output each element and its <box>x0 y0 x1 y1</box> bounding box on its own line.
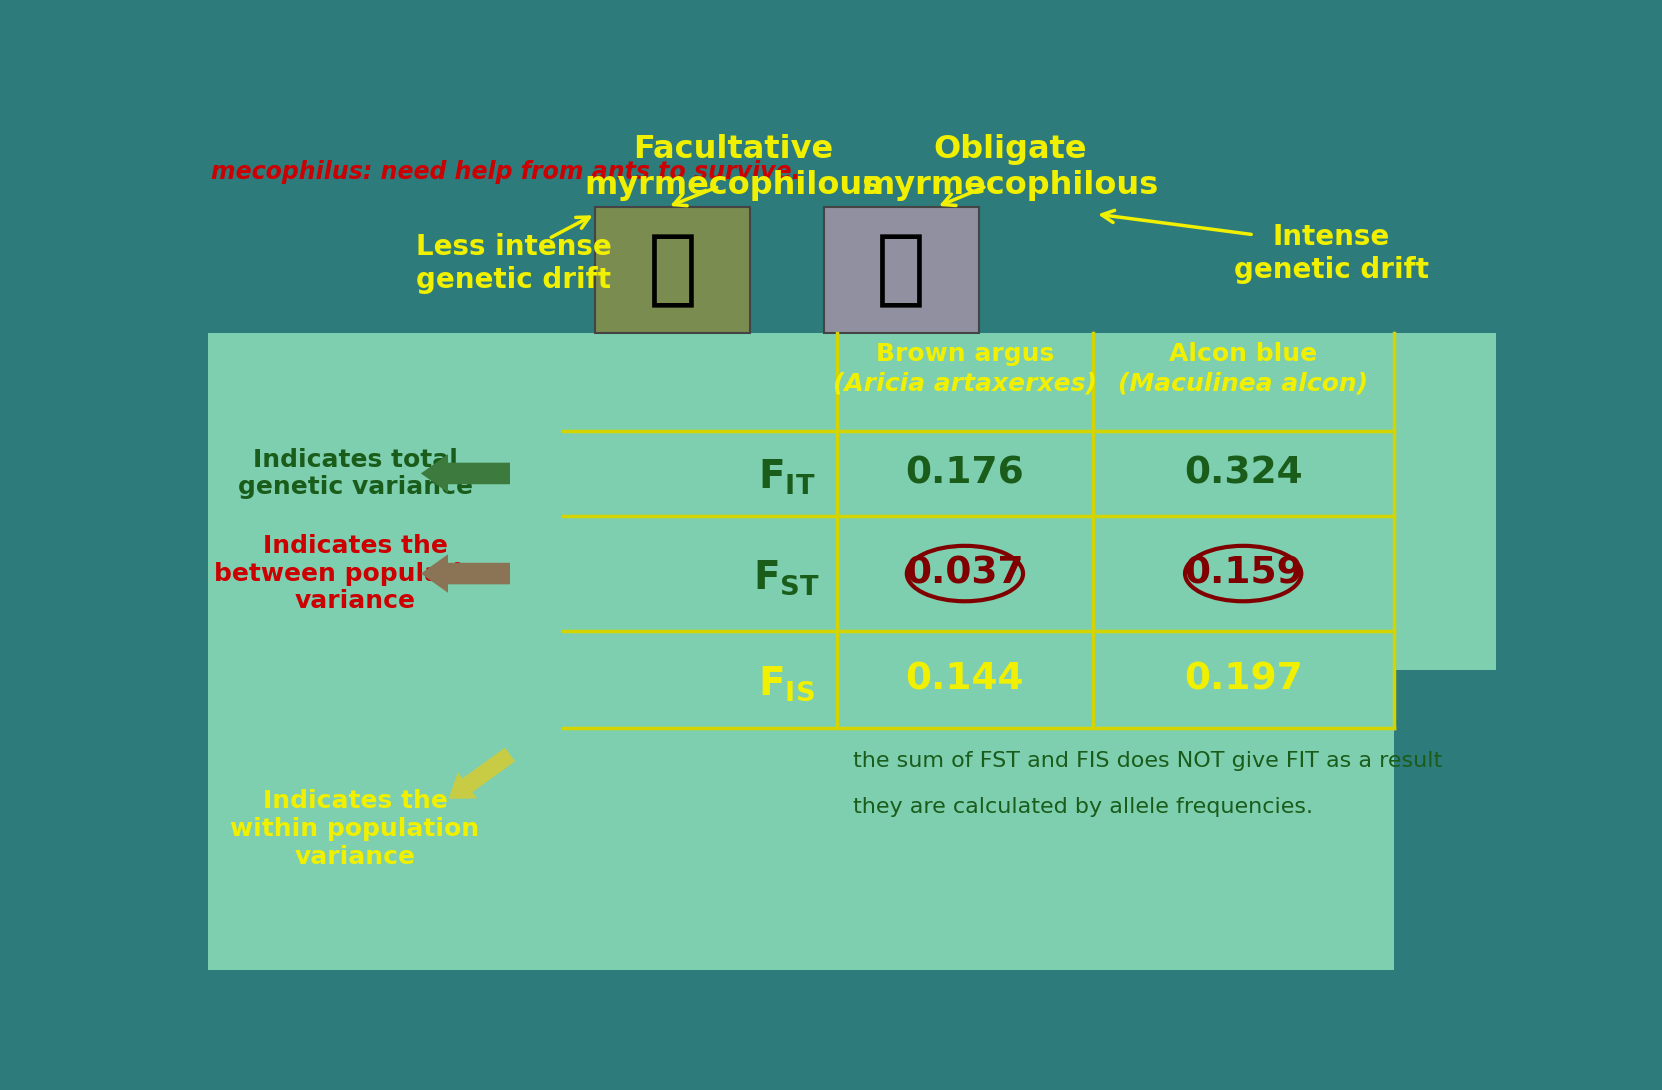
Text: Indicates the
between population
variance: Indicates the between population varianc… <box>213 534 497 614</box>
Text: $\mathbf{F}_{\mathbf{ST}}$: $\mathbf{F}_{\mathbf{ST}}$ <box>753 558 819 596</box>
Text: 0.159: 0.159 <box>1183 556 1303 592</box>
Text: Alcon blue: Alcon blue <box>1168 342 1318 366</box>
Text: $\mathbf{F}_{\mathbf{IT}}$: $\mathbf{F}_{\mathbf{IT}}$ <box>758 458 816 497</box>
Text: Indicates total
genetic variance: Indicates total genetic variance <box>238 448 472 499</box>
Text: Facultative
myrmecophilous: Facultative myrmecophilous <box>585 134 883 201</box>
Text: they are calculated by allele frequencies.: they are calculated by allele frequencie… <box>853 797 1313 816</box>
Bar <box>208 131 1496 332</box>
Text: (Maculinea alcon): (Maculinea alcon) <box>1119 371 1368 395</box>
Text: Brown argus: Brown argus <box>876 342 1054 366</box>
Text: mecophilus: need help from ants to survive.: mecophilus: need help from ants to survi… <box>211 160 801 184</box>
Text: Less intense
genetic drift: Less intense genetic drift <box>416 233 612 293</box>
Text: 0.144: 0.144 <box>906 662 1024 698</box>
Text: 0.037: 0.037 <box>906 556 1024 592</box>
Text: 0.197: 0.197 <box>1183 662 1303 698</box>
Text: 🦋: 🦋 <box>648 230 698 311</box>
Bar <box>595 207 750 332</box>
Text: 0.324: 0.324 <box>1183 456 1303 492</box>
FancyArrow shape <box>449 748 515 799</box>
Text: 🦋: 🦋 <box>876 230 926 311</box>
FancyArrow shape <box>420 455 510 493</box>
Text: the sum of FST and FIS does NOT give FIT as a result: the sum of FST and FIS does NOT give FIT… <box>853 751 1443 771</box>
Text: Obligate
myrmecophilous: Obligate myrmecophilous <box>861 134 1158 201</box>
Text: Intense
genetic drift: Intense genetic drift <box>1233 223 1429 283</box>
Text: (Aricia artaxerxes): (Aricia artaxerxes) <box>833 371 1097 395</box>
Bar <box>824 207 979 332</box>
Text: $\mathbf{F}_{\mathbf{IS}}$: $\mathbf{F}_{\mathbf{IS}}$ <box>758 664 814 703</box>
Bar <box>208 332 1496 970</box>
Bar <box>1393 669 1496 970</box>
Text: 0.176: 0.176 <box>906 456 1024 492</box>
Text: Indicates the
within population
variance: Indicates the within population variance <box>231 789 480 869</box>
FancyArrow shape <box>420 555 510 593</box>
